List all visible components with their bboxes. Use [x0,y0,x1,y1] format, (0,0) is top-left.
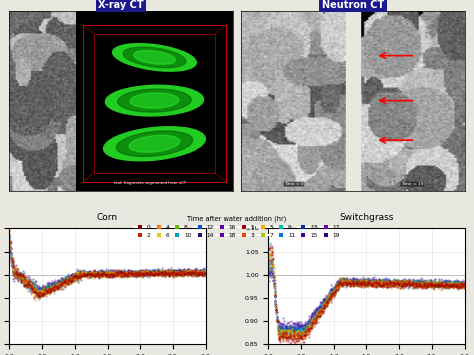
Text: leaf- fragments segmented from xCT: leaf- fragments segmented from xCT [114,181,186,185]
Legend: 0, 2, 4, 6, 8, 10, 12, 14, 16, 18, 1, 3, 5, 7, 9, 11, 13, 15, 17, 19: 0, 2, 4, 6, 8, 10, 12, 14, 16, 18, 1, 3,… [133,214,341,239]
Ellipse shape [113,44,196,71]
Ellipse shape [134,50,175,64]
Title: Corn: Corn [97,213,118,222]
Bar [346,11,360,191]
Ellipse shape [130,93,179,108]
Ellipse shape [104,127,205,161]
Title: Neutron CT: Neutron CT [322,0,384,10]
Title: X-ray CT: X-ray CT [98,0,144,10]
Ellipse shape [105,85,203,116]
Ellipse shape [118,89,191,112]
Text: Time = 0: Time = 0 [284,182,304,186]
Ellipse shape [116,131,192,157]
Text: Time = 19: Time = 19 [401,182,423,186]
Ellipse shape [123,47,186,68]
Title: Switchgrass: Switchgrass [339,213,393,222]
Ellipse shape [129,135,180,152]
Bar [76,11,233,191]
